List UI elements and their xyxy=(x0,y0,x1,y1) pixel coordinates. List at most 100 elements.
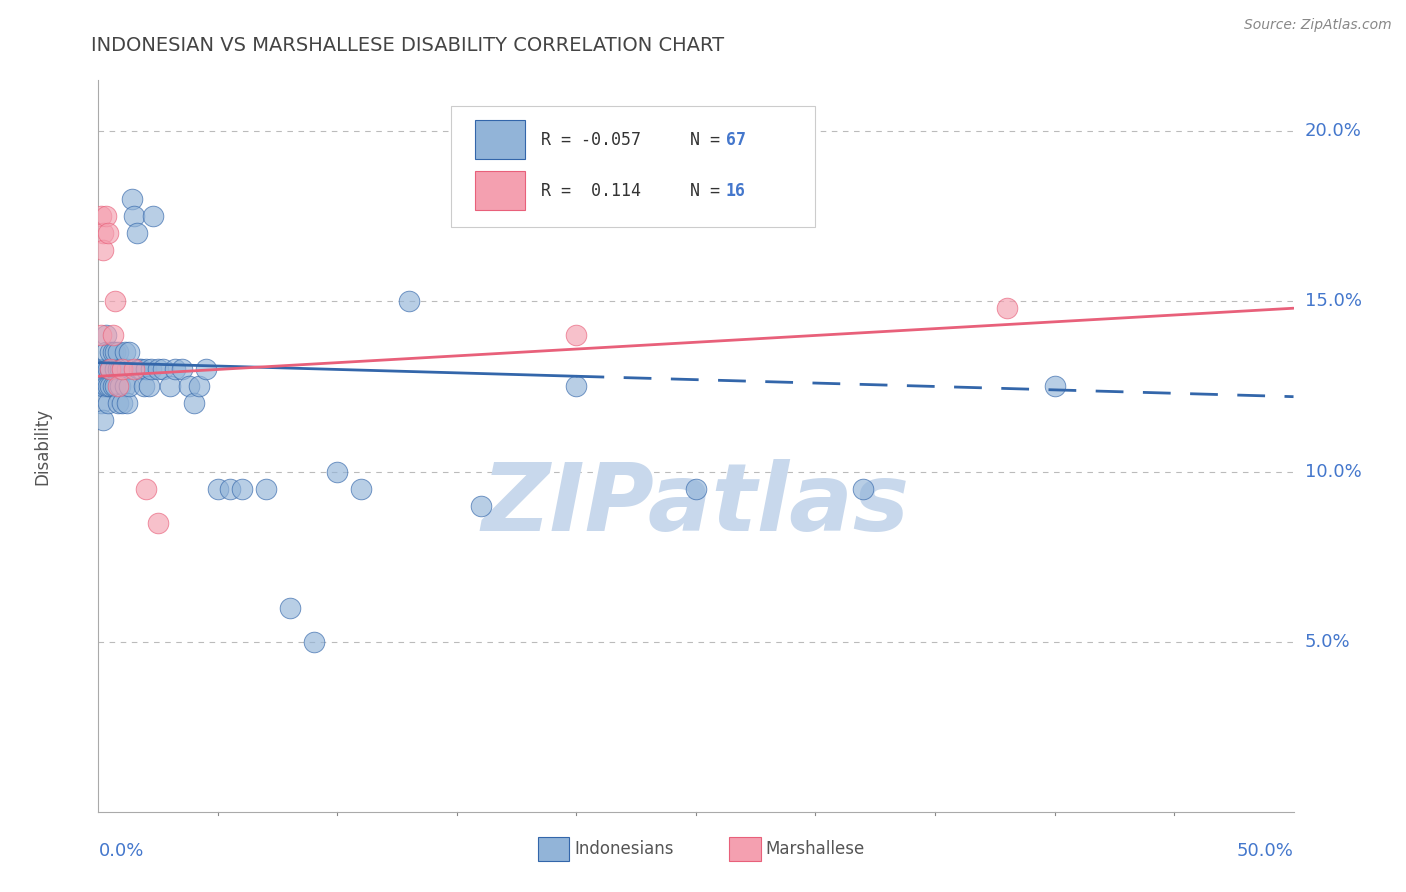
FancyBboxPatch shape xyxy=(475,171,524,211)
Point xyxy=(124,362,146,376)
Point xyxy=(138,379,160,393)
Text: 5.0%: 5.0% xyxy=(1305,632,1350,650)
Point xyxy=(114,379,136,393)
Point xyxy=(107,362,129,376)
Point xyxy=(172,362,194,376)
Point xyxy=(278,600,301,615)
Point xyxy=(163,362,186,376)
Point xyxy=(98,362,122,376)
Text: Disability: Disability xyxy=(34,408,52,484)
Point xyxy=(111,396,134,410)
Point xyxy=(90,210,112,224)
Text: 15.0%: 15.0% xyxy=(1305,293,1361,310)
Point xyxy=(115,362,138,376)
Point xyxy=(91,362,114,376)
Point xyxy=(125,227,148,241)
Point xyxy=(326,465,349,479)
Point xyxy=(121,192,143,206)
Point xyxy=(183,396,205,410)
Point xyxy=(111,362,134,376)
Text: R = -0.057: R = -0.057 xyxy=(541,130,641,149)
FancyBboxPatch shape xyxy=(475,120,524,159)
Point xyxy=(995,301,1018,316)
Point xyxy=(128,362,150,376)
Point xyxy=(90,362,112,376)
Point xyxy=(90,379,112,393)
Text: 67: 67 xyxy=(725,130,745,149)
Point xyxy=(131,362,153,376)
Point xyxy=(101,328,124,343)
Point xyxy=(91,227,114,241)
Point xyxy=(114,345,136,359)
Point xyxy=(124,210,146,224)
Point xyxy=(148,516,170,530)
Point xyxy=(148,362,170,376)
Point xyxy=(685,482,707,496)
Text: Marshallese: Marshallese xyxy=(765,840,865,858)
Point xyxy=(104,345,127,359)
Point xyxy=(254,482,277,496)
Point xyxy=(118,379,141,393)
Point xyxy=(135,362,157,376)
Point xyxy=(470,499,492,513)
Text: 20.0%: 20.0% xyxy=(1305,122,1361,140)
Point xyxy=(108,362,131,376)
Point xyxy=(91,379,114,393)
Text: INDONESIAN VS MARSHALLESE DISABILITY CORRELATION CHART: INDONESIAN VS MARSHALLESE DISABILITY COR… xyxy=(91,36,724,54)
Text: Indonesians: Indonesians xyxy=(574,840,673,858)
Point xyxy=(398,294,420,309)
Point xyxy=(565,379,588,393)
Text: 50.0%: 50.0% xyxy=(1237,842,1294,860)
Point xyxy=(135,482,157,496)
Point xyxy=(94,362,117,376)
Point xyxy=(91,413,114,427)
Point xyxy=(101,379,124,393)
Point xyxy=(97,362,120,376)
Text: ZIPatlas: ZIPatlas xyxy=(482,458,910,550)
Point xyxy=(97,379,120,393)
Text: Source: ZipAtlas.com: Source: ZipAtlas.com xyxy=(1244,18,1392,32)
Point xyxy=(111,362,134,376)
Point xyxy=(104,294,127,309)
FancyBboxPatch shape xyxy=(451,106,815,227)
Point xyxy=(104,379,127,393)
Point xyxy=(115,396,138,410)
Text: 16: 16 xyxy=(725,182,745,200)
Point xyxy=(350,482,373,496)
Point xyxy=(98,345,122,359)
FancyBboxPatch shape xyxy=(730,838,761,861)
Point xyxy=(107,396,129,410)
Text: N =: N = xyxy=(690,182,730,200)
Point xyxy=(187,379,209,393)
Point xyxy=(97,227,120,241)
Point xyxy=(179,379,201,393)
Point xyxy=(91,244,114,258)
Point xyxy=(104,362,127,376)
Point xyxy=(97,396,120,410)
Point xyxy=(852,482,875,496)
Point xyxy=(94,379,117,393)
Point xyxy=(108,379,131,393)
Point xyxy=(231,482,253,496)
Point xyxy=(565,328,588,343)
Point xyxy=(142,210,165,224)
Point xyxy=(219,482,242,496)
FancyBboxPatch shape xyxy=(538,838,569,861)
Point xyxy=(107,345,129,359)
Point xyxy=(139,362,162,376)
Point xyxy=(90,396,112,410)
Text: R =  0.114: R = 0.114 xyxy=(541,182,641,200)
Point xyxy=(98,362,122,376)
Point xyxy=(94,328,117,343)
Point xyxy=(98,379,122,393)
Point xyxy=(159,379,181,393)
Point xyxy=(152,362,174,376)
Point xyxy=(207,482,229,496)
Text: 0.0%: 0.0% xyxy=(98,842,143,860)
Point xyxy=(94,345,117,359)
Point xyxy=(1043,379,1066,393)
Point xyxy=(101,345,124,359)
Point xyxy=(90,328,112,343)
Point xyxy=(94,210,117,224)
Text: N =: N = xyxy=(690,130,730,149)
